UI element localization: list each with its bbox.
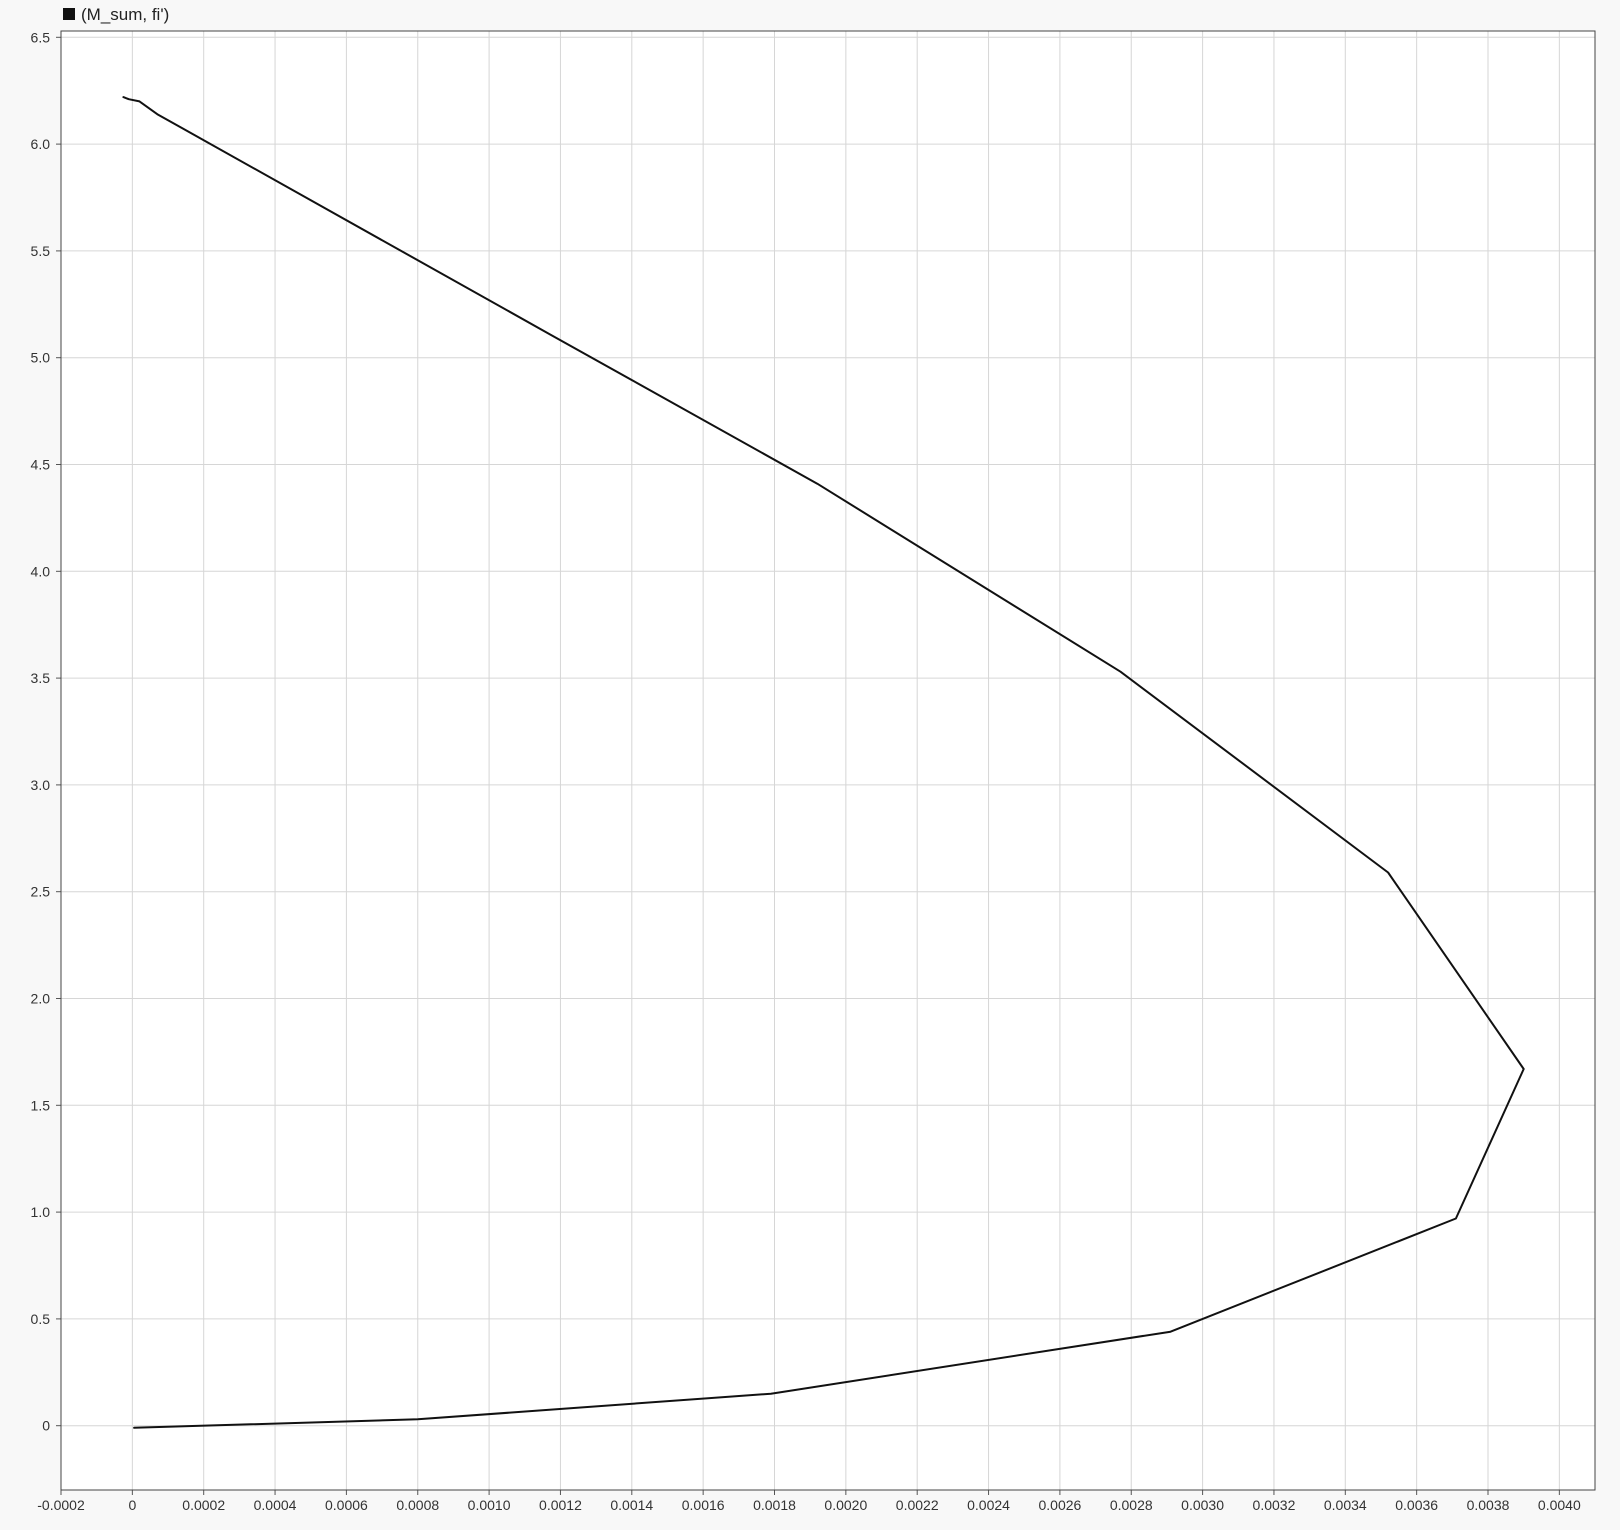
- y-tick-label: 1.5: [31, 1097, 51, 1113]
- legend: (M_sum, fi'): [63, 5, 169, 24]
- plot-border: [60, 30, 1596, 1491]
- x-tick-label: 0.0038: [1467, 1497, 1510, 1513]
- y-tick-label: 0: [42, 1418, 50, 1434]
- y-tick-label: 3.5: [31, 670, 51, 686]
- x-tick-label: 0.0002: [182, 1497, 225, 1513]
- x-tick-label: 0.0034: [1324, 1497, 1367, 1513]
- x-tick-label: -0.0002: [37, 1497, 85, 1513]
- x-tick-label: 0.0012: [539, 1497, 582, 1513]
- y-tick-label: 3.0: [31, 777, 51, 793]
- plot-area: [61, 31, 1595, 1490]
- series-line: [122, 96, 1525, 1429]
- x-tick-label: 0.0032: [1253, 1497, 1296, 1513]
- x-tick-label: 0.0014: [610, 1497, 653, 1513]
- y-tick-label: 5.0: [31, 350, 51, 366]
- x-tick-label: 0.0022: [896, 1497, 939, 1513]
- legend-label: (M_sum, fi'): [81, 5, 169, 24]
- x-tick-label: 0.0026: [1038, 1497, 1081, 1513]
- series-layer: [122, 96, 1525, 1429]
- axes: -0.0002 0 0.0002 0.0004 0.0006 0.0008 0.0010 0.…: [31, 29, 1596, 1513]
- x-tick-label: 0.0020: [824, 1497, 867, 1513]
- x-tick-label: 0.0006: [325, 1497, 368, 1513]
- x-tick-label: 0.0028: [1110, 1497, 1153, 1513]
- x-tick-label: 0.0010: [468, 1497, 511, 1513]
- y-tick-label: 2.0: [31, 991, 51, 1007]
- legend-swatch: [63, 8, 75, 20]
- x-tick-label: 0.0008: [396, 1497, 439, 1513]
- grid: [60, 31, 1595, 1490]
- y-tick-label: 6.0: [31, 136, 51, 152]
- y-tick-label: 2.5: [31, 884, 51, 900]
- x-tick-label: 0.0018: [753, 1497, 796, 1513]
- y-tick-label: 6.5: [31, 29, 51, 45]
- y-tick-label: 1.0: [31, 1204, 51, 1220]
- x-tick-label: 0.0040: [1538, 1497, 1581, 1513]
- x-tick-label: 0: [128, 1497, 136, 1513]
- x-tick-label: 0.0004: [254, 1497, 297, 1513]
- y-tick-label: 4.0: [31, 563, 51, 579]
- y-tick-label: 0.5: [31, 1311, 51, 1327]
- x-tick-label: 0.0036: [1395, 1497, 1438, 1513]
- x-tick-label: 0.0024: [967, 1497, 1010, 1513]
- x-tick-label: 0.0030: [1181, 1497, 1224, 1513]
- x-tick-label: 0.0016: [682, 1497, 725, 1513]
- y-tick-label: 5.5: [31, 243, 51, 259]
- y-tick-label: 4.5: [31, 457, 51, 473]
